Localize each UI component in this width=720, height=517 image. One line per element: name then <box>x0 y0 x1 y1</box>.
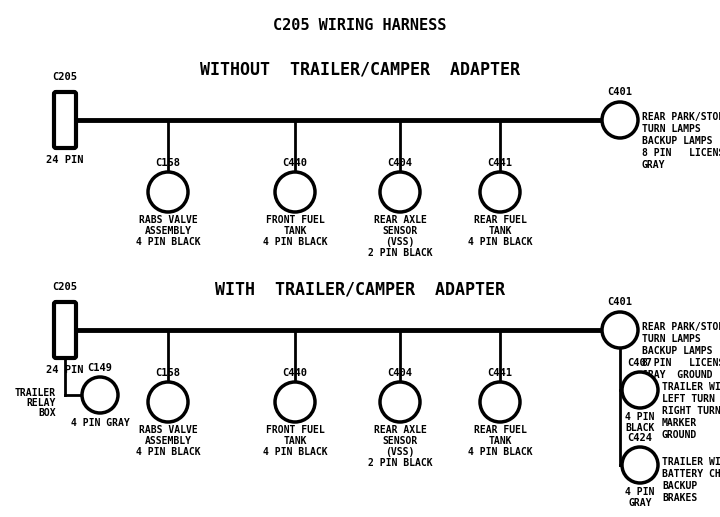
Circle shape <box>275 382 315 422</box>
Text: RABS VALVE: RABS VALVE <box>139 215 197 225</box>
FancyBboxPatch shape <box>54 92 76 148</box>
FancyBboxPatch shape <box>54 302 76 358</box>
Circle shape <box>148 172 188 212</box>
Text: BATTERY CHARGE: BATTERY CHARGE <box>662 469 720 479</box>
Text: RIGHT TURN: RIGHT TURN <box>662 406 720 416</box>
Text: SENSOR: SENSOR <box>382 436 418 446</box>
Text: REAR AXLE: REAR AXLE <box>374 425 426 435</box>
Text: C404: C404 <box>387 158 413 168</box>
Text: 4 PIN BLACK: 4 PIN BLACK <box>468 447 532 457</box>
Text: (VSS): (VSS) <box>385 447 415 457</box>
Text: BACKUP LAMPS: BACKUP LAMPS <box>642 346 713 356</box>
Text: TRAILER WIRES: TRAILER WIRES <box>662 382 720 392</box>
Text: TANK: TANK <box>488 226 512 236</box>
Text: 4 PIN BLACK: 4 PIN BLACK <box>263 237 328 247</box>
Text: C440: C440 <box>282 368 307 378</box>
Text: 4 PIN: 4 PIN <box>625 487 654 497</box>
Text: GRAY: GRAY <box>642 160 665 170</box>
Text: TRAILER WIRES: TRAILER WIRES <box>662 457 720 467</box>
Text: C205: C205 <box>53 282 78 292</box>
Text: 4 PIN GRAY: 4 PIN GRAY <box>71 418 130 428</box>
Circle shape <box>380 172 420 212</box>
Text: C158: C158 <box>156 158 181 168</box>
Text: GROUND: GROUND <box>662 430 697 440</box>
Text: ASSEMBLY: ASSEMBLY <box>145 226 192 236</box>
Text: 24 PIN: 24 PIN <box>46 155 84 165</box>
Text: LEFT TURN: LEFT TURN <box>662 394 715 404</box>
Text: 8 PIN   LICENSE LAMPS: 8 PIN LICENSE LAMPS <box>642 148 720 158</box>
Text: REAR FUEL: REAR FUEL <box>474 215 526 225</box>
Text: 4 PIN BLACK: 4 PIN BLACK <box>135 447 200 457</box>
Text: TURN LAMPS: TURN LAMPS <box>642 334 701 344</box>
Text: 4 PIN BLACK: 4 PIN BLACK <box>468 237 532 247</box>
Text: WITH  TRAILER/CAMPER  ADAPTER: WITH TRAILER/CAMPER ADAPTER <box>215 280 505 298</box>
Circle shape <box>622 372 658 408</box>
Text: BRAKES: BRAKES <box>662 493 697 503</box>
Text: 4 PIN: 4 PIN <box>625 412 654 422</box>
Text: C404: C404 <box>387 368 413 378</box>
Text: C205: C205 <box>53 72 78 82</box>
Text: FRONT FUEL: FRONT FUEL <box>266 215 325 225</box>
Text: 4 PIN BLACK: 4 PIN BLACK <box>135 237 200 247</box>
Text: TANK: TANK <box>283 436 307 446</box>
Text: C424: C424 <box>628 433 652 443</box>
Circle shape <box>602 102 638 138</box>
Text: TANK: TANK <box>283 226 307 236</box>
Text: C401: C401 <box>608 297 632 307</box>
Text: REAR PARK/STOP: REAR PARK/STOP <box>642 112 720 122</box>
Text: C149: C149 <box>88 363 112 373</box>
Text: 4 PIN BLACK: 4 PIN BLACK <box>263 447 328 457</box>
Text: BACKUP: BACKUP <box>662 481 697 491</box>
Circle shape <box>602 312 638 348</box>
Text: BOX: BOX <box>38 408 56 418</box>
Circle shape <box>148 382 188 422</box>
Text: 2 PIN BLACK: 2 PIN BLACK <box>368 458 432 468</box>
Text: FRONT FUEL: FRONT FUEL <box>266 425 325 435</box>
Text: 24 PIN: 24 PIN <box>46 365 84 375</box>
Text: TRAILER: TRAILER <box>15 388 56 398</box>
Text: TURN LAMPS: TURN LAMPS <box>642 124 701 134</box>
Text: 8 PIN   LICENSE LAMPS: 8 PIN LICENSE LAMPS <box>642 358 720 368</box>
Circle shape <box>622 447 658 483</box>
Text: C441: C441 <box>487 158 513 168</box>
Text: C158: C158 <box>156 368 181 378</box>
Text: GRAY  GROUND: GRAY GROUND <box>642 370 713 380</box>
Text: MARKER: MARKER <box>662 418 697 428</box>
Text: C407: C407 <box>628 358 652 368</box>
Text: BACKUP LAMPS: BACKUP LAMPS <box>642 136 713 146</box>
Text: C401: C401 <box>608 87 632 97</box>
Text: C205 WIRING HARNESS: C205 WIRING HARNESS <box>274 18 446 33</box>
Circle shape <box>380 382 420 422</box>
Circle shape <box>82 377 118 413</box>
Text: BLACK: BLACK <box>625 423 654 433</box>
Text: SENSOR: SENSOR <box>382 226 418 236</box>
Text: WITHOUT  TRAILER/CAMPER  ADAPTER: WITHOUT TRAILER/CAMPER ADAPTER <box>200 60 520 78</box>
Text: C441: C441 <box>487 368 513 378</box>
Text: GRAY: GRAY <box>629 498 652 508</box>
Text: REAR AXLE: REAR AXLE <box>374 215 426 225</box>
Text: ASSEMBLY: ASSEMBLY <box>145 436 192 446</box>
Circle shape <box>480 172 520 212</box>
Text: (VSS): (VSS) <box>385 237 415 247</box>
Text: REAR FUEL: REAR FUEL <box>474 425 526 435</box>
Text: REAR PARK/STOP: REAR PARK/STOP <box>642 322 720 332</box>
Text: C440: C440 <box>282 158 307 168</box>
Text: RELAY: RELAY <box>27 398 56 408</box>
Text: 2 PIN BLACK: 2 PIN BLACK <box>368 248 432 258</box>
Circle shape <box>480 382 520 422</box>
Text: RABS VALVE: RABS VALVE <box>139 425 197 435</box>
Text: TANK: TANK <box>488 436 512 446</box>
Circle shape <box>275 172 315 212</box>
